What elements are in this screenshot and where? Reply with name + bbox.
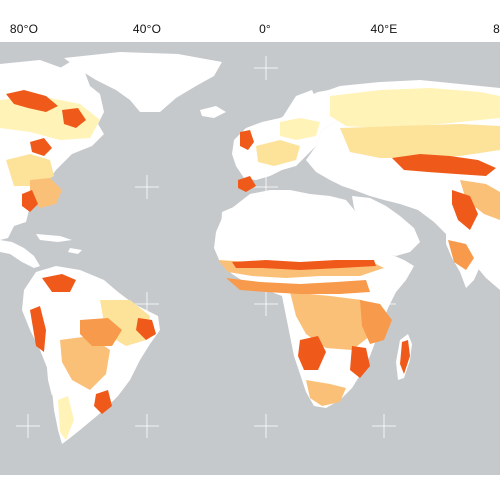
brazil-coast	[136, 318, 156, 340]
labrador	[62, 108, 86, 128]
longitude-label-40w: 40°O	[132, 22, 162, 36]
sahel-south	[226, 278, 370, 294]
vegetation-class-very-high	[6, 90, 496, 414]
longitude-label-40e: 40°E	[370, 22, 398, 36]
ireland-wales	[240, 130, 254, 150]
europe-central	[256, 140, 300, 166]
central-asia-steppe	[392, 154, 496, 176]
graticule-cross	[254, 292, 278, 316]
europe-north	[280, 118, 320, 140]
india-plains	[448, 240, 474, 270]
arabian-desert	[360, 204, 410, 250]
us-plains	[6, 154, 54, 186]
atacama	[46, 326, 58, 396]
vegetation-class-mid-low	[6, 124, 500, 346]
longitude-label-0: 0°	[259, 22, 271, 36]
bottom-margin	[0, 475, 500, 500]
southern-africa	[306, 380, 346, 406]
himalaya	[452, 190, 478, 230]
longitude-label-80w: 80°O	[9, 22, 39, 36]
iberia	[238, 176, 256, 192]
boreal-eurasia	[330, 88, 500, 128]
russia-plain	[340, 124, 500, 158]
us-east	[30, 178, 62, 208]
graticule-cross	[16, 414, 40, 438]
graticule-cross	[254, 56, 278, 80]
cerrado	[80, 318, 122, 346]
appalachia	[22, 190, 38, 212]
madagascar-east	[400, 340, 410, 374]
vegetation-class-high	[80, 240, 474, 346]
mozambique	[350, 346, 370, 378]
africa-savanna	[290, 292, 376, 350]
top-margin	[0, 0, 500, 42]
central-asia-desert	[382, 172, 462, 198]
graticule-cross	[254, 414, 278, 438]
kalahari	[318, 356, 346, 382]
south-america-central	[60, 336, 110, 390]
east-africa	[360, 300, 392, 344]
arid-zones	[0, 60, 462, 396]
andes	[30, 306, 46, 352]
vegetation-class-low	[0, 88, 500, 440]
patagonia	[58, 396, 74, 440]
great-lakes	[30, 138, 52, 156]
world-map	[0, 42, 500, 475]
sahel-core	[232, 260, 376, 270]
iceland	[200, 106, 226, 118]
china-east	[460, 180, 500, 220]
hudson-bay-rim	[6, 90, 58, 112]
graticule-cross	[135, 414, 159, 438]
caribbean	[36, 234, 82, 254]
parana	[94, 390, 112, 414]
greenland	[64, 52, 222, 112]
arctic-canada	[0, 60, 62, 80]
angola-plateau	[298, 336, 326, 370]
central-america	[0, 240, 40, 268]
graticule-cross	[372, 414, 396, 438]
venezuela	[42, 274, 76, 292]
graticule-cross	[135, 175, 159, 199]
longitude-label-80e: 80	[493, 22, 500, 36]
sahara	[220, 198, 380, 258]
